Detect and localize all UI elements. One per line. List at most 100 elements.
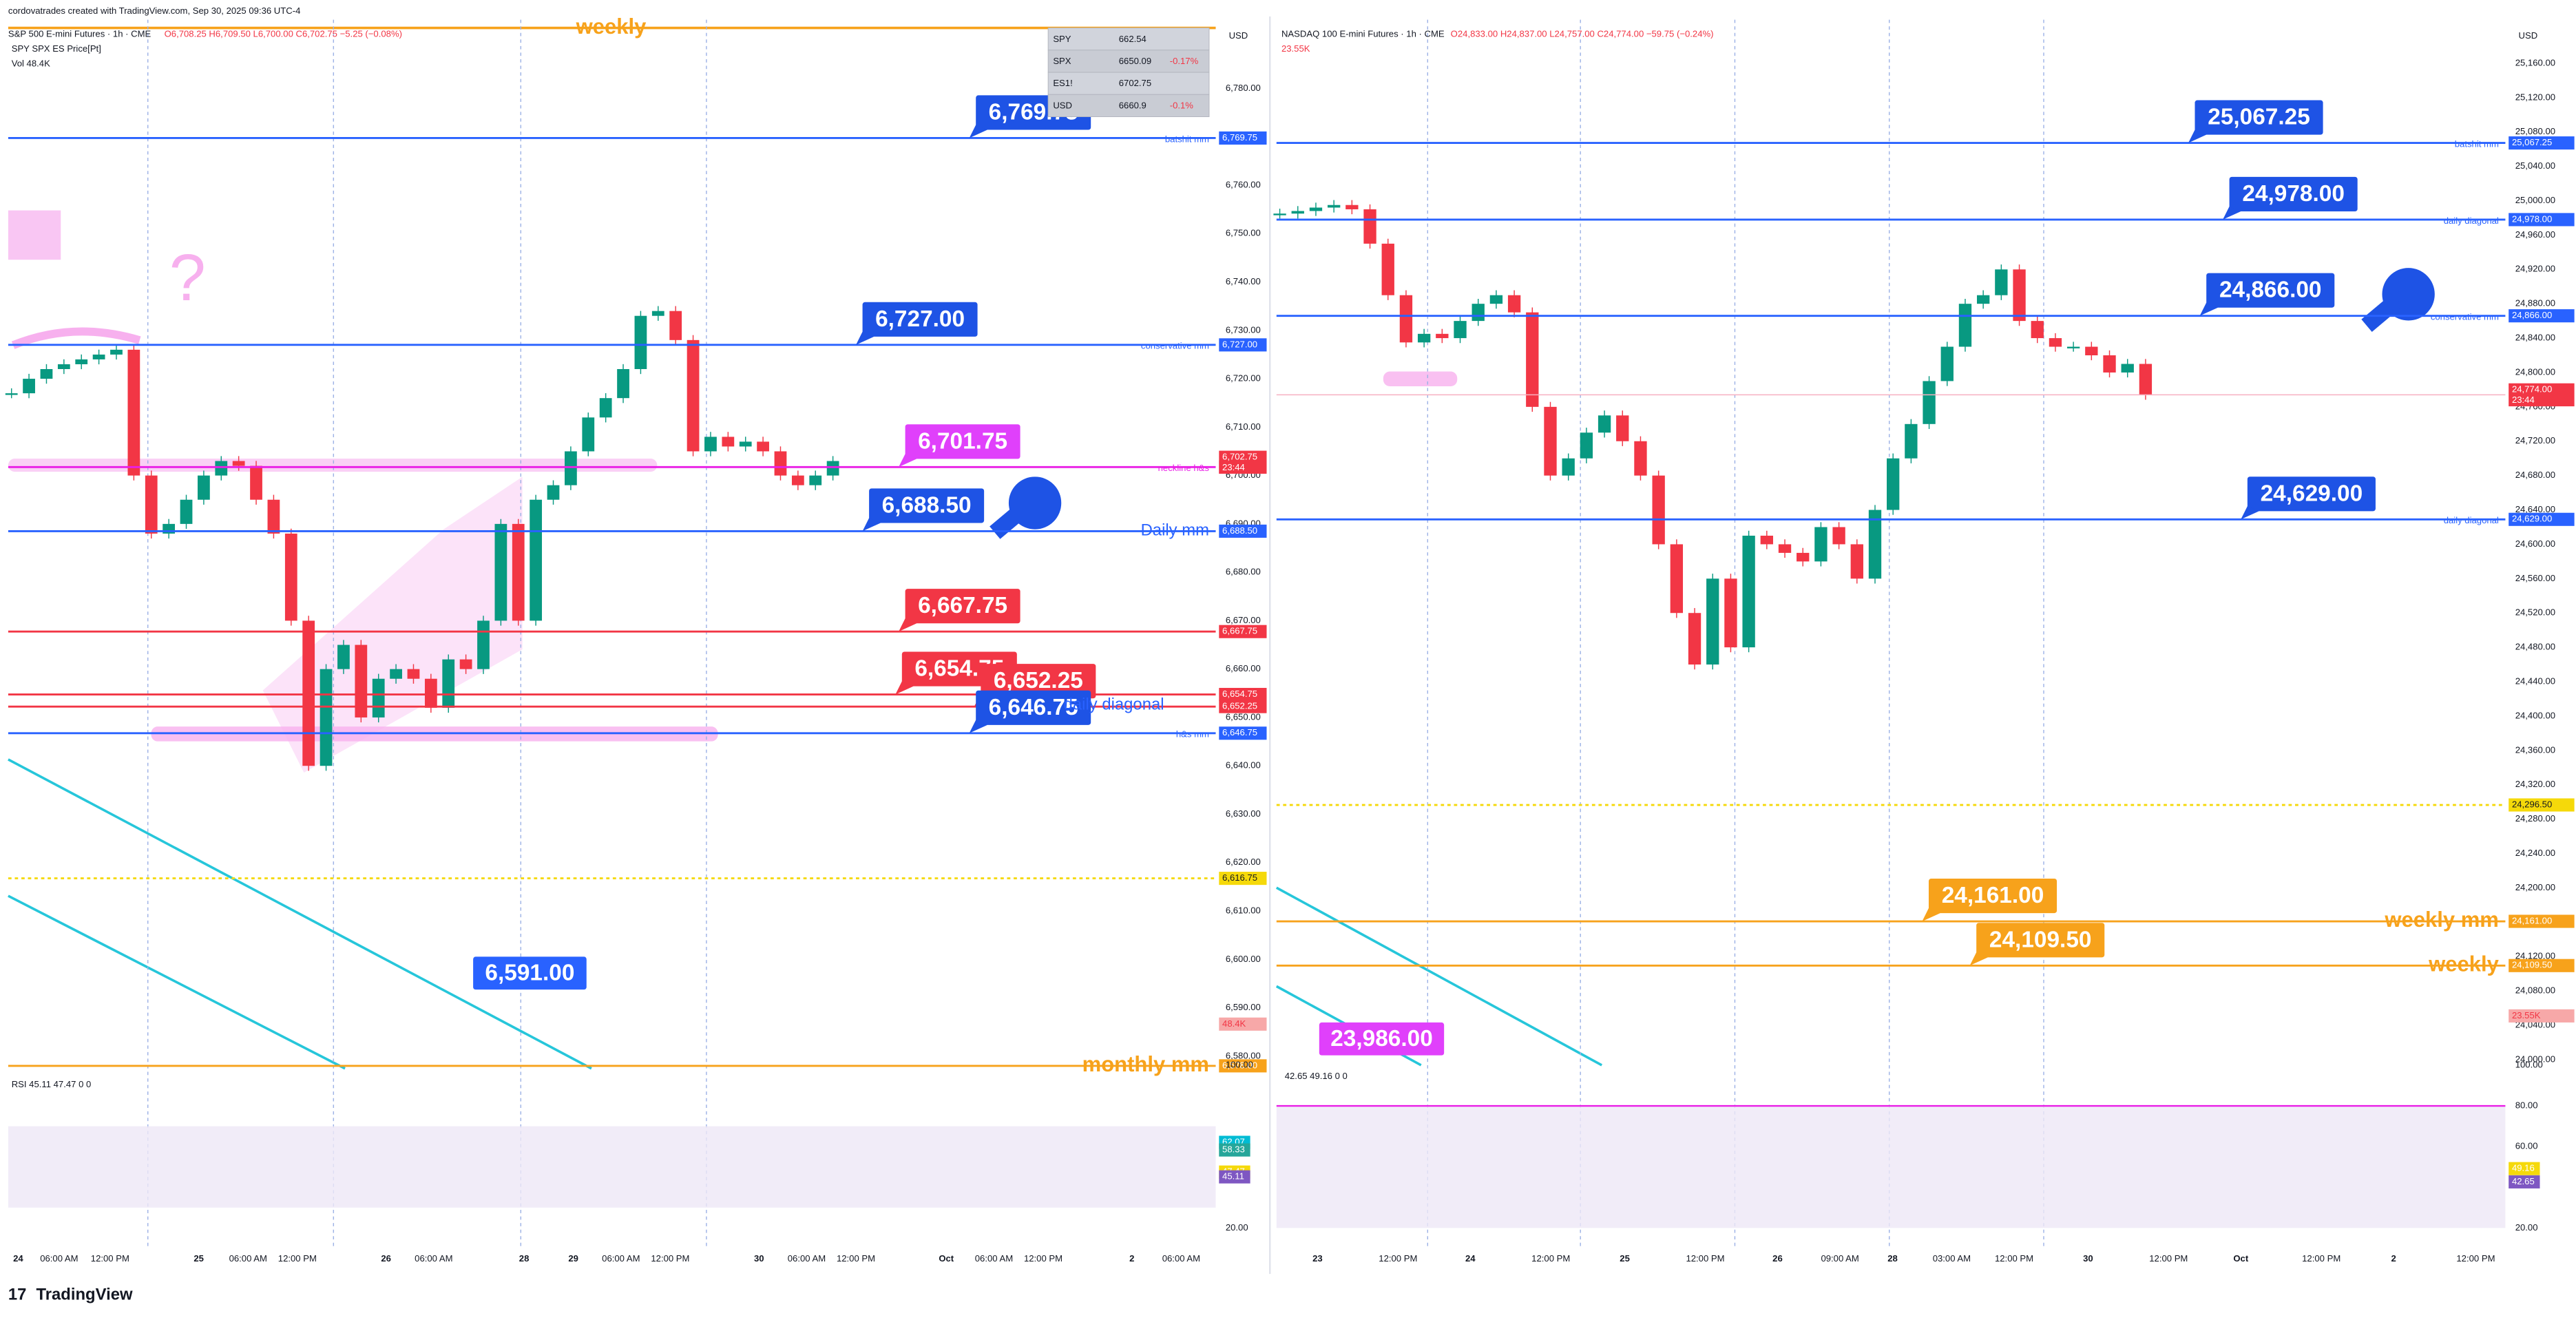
candle [669, 311, 682, 340]
level-box [2229, 176, 2358, 211]
y-tick-label: 6,580.00 [1226, 1050, 1261, 1060]
level-box-label: 6,727.00 [875, 306, 965, 332]
table-row [1047, 28, 1210, 51]
rsi-tick-label: 20.00 [2515, 1222, 2538, 1233]
y-tick-label: 24,360.00 [2515, 744, 2555, 755]
candle [687, 339, 700, 452]
candle [1850, 544, 1863, 579]
highlight [1383, 371, 1458, 387]
candle [1778, 544, 1792, 553]
level-box-tail [969, 720, 987, 733]
time-label: 28 [519, 1253, 530, 1264]
level-note: batshit mm [1165, 134, 1209, 144]
candle [302, 620, 315, 766]
candle [320, 669, 333, 766]
candle [127, 349, 140, 476]
time-label: 12:00 PM [837, 1253, 875, 1264]
axis-badge [1219, 1059, 1267, 1073]
candle [1381, 243, 1394, 295]
y-tick-label: 24,320.00 [2515, 779, 2555, 789]
time-label: 12:00 PM [1995, 1253, 2033, 1264]
candle [110, 349, 123, 355]
candle [704, 437, 717, 452]
candle [424, 678, 437, 708]
time-label: 28 [1887, 1253, 1898, 1264]
candle [1399, 295, 1413, 343]
candle [512, 523, 525, 621]
level-box-label: 6,701.75 [918, 428, 1007, 454]
volume-badge-label: 48.4K [1222, 1018, 1246, 1029]
axis-badge [2509, 798, 2575, 812]
level-box [981, 664, 1096, 699]
level-box-tail [969, 125, 987, 138]
annotation-text: weekly [576, 14, 647, 39]
logo: TradingView [36, 1285, 133, 1303]
candle [1760, 535, 1773, 545]
axis-badge [1219, 625, 1267, 638]
candle [1814, 527, 1828, 562]
axis-badge-label: 6,688.50 [1222, 525, 1257, 536]
time-label: 06:00 AM [229, 1253, 267, 1264]
y-tick-label: 6,660.00 [1226, 663, 1261, 673]
annotation-box [1319, 1022, 1445, 1056]
time-label: 12:00 PM [651, 1253, 689, 1264]
axis-badge-label: 24,866.00 [2512, 310, 2552, 320]
y-tick-label: 24,840.00 [2515, 333, 2555, 343]
time-label: 29 [568, 1253, 578, 1264]
candle [2049, 338, 2062, 347]
candle [284, 533, 297, 621]
axis-badge-label: 6,652.25 [1222, 701, 1257, 711]
current-label: 24,774.00 [2512, 384, 2552, 395]
time-label: 23 [1312, 1253, 1323, 1264]
candle [1562, 458, 1575, 476]
level-box [2195, 100, 2323, 135]
trend-line [1275, 886, 1603, 1067]
y-tick-label: 6,630.00 [1226, 808, 1261, 819]
volume-badge-label: 23.55K [2512, 1010, 2541, 1020]
level-box-label: 24,161.00 [1942, 883, 2044, 908]
candle [1327, 205, 1341, 208]
candle [1652, 475, 1665, 545]
time-label: 06:00 AM [788, 1253, 826, 1264]
currency: USD [1229, 30, 1248, 41]
candle [180, 499, 193, 524]
level-box [1928, 878, 2057, 914]
candle [1742, 535, 1755, 648]
time-label: 12:00 PM [2456, 1253, 2495, 1264]
time-label: 09:00 AM [1821, 1253, 1858, 1264]
candle [407, 669, 420, 679]
rsi-band [8, 1126, 1216, 1208]
time-label: 12:00 PM [1531, 1253, 1570, 1264]
candle [250, 465, 262, 500]
time-label: 30 [2083, 1253, 2093, 1264]
time-label: 12:00 PM [2149, 1253, 2188, 1264]
key-icon [2361, 268, 2435, 332]
current-badge [2509, 383, 2575, 407]
candle [1634, 441, 1647, 476]
candle [1797, 552, 1810, 562]
table-cell: 662.54 [1119, 34, 1146, 44]
y-tick-label: 25,080.00 [2515, 126, 2555, 136]
time-label: 26 [381, 1253, 391, 1264]
current-timer: 23:44 [1222, 462, 1245, 472]
time-label: Oct [2233, 1253, 2248, 1264]
table-cell: SPY [1053, 34, 1071, 44]
rsi-legend: 42.65 49.16 0 0 [1285, 1071, 1348, 1081]
rsi-badge-label: 45.11 [1222, 1171, 1244, 1182]
y-tick-label: 6,720.00 [1226, 373, 1261, 384]
legend-line: SPY SPX ES Price[Pt] [12, 43, 101, 54]
candle [809, 475, 822, 485]
axis-badge [1219, 688, 1267, 702]
level-box [905, 424, 1020, 459]
candle [92, 354, 105, 359]
axis-badge-label: 25,067.25 [2512, 137, 2552, 147]
level-box-label: 24,866.00 [2219, 277, 2322, 303]
axis-badge-label: 6,667.75 [1222, 626, 1257, 636]
candle [2139, 364, 2153, 395]
rsi-badge-label: 42.65 [2512, 1176, 2535, 1186]
candle [267, 499, 280, 534]
candle [1832, 527, 1845, 545]
axis-badge [2509, 512, 2575, 526]
level-box [2206, 273, 2335, 308]
level-box-tail [2188, 129, 2207, 143]
